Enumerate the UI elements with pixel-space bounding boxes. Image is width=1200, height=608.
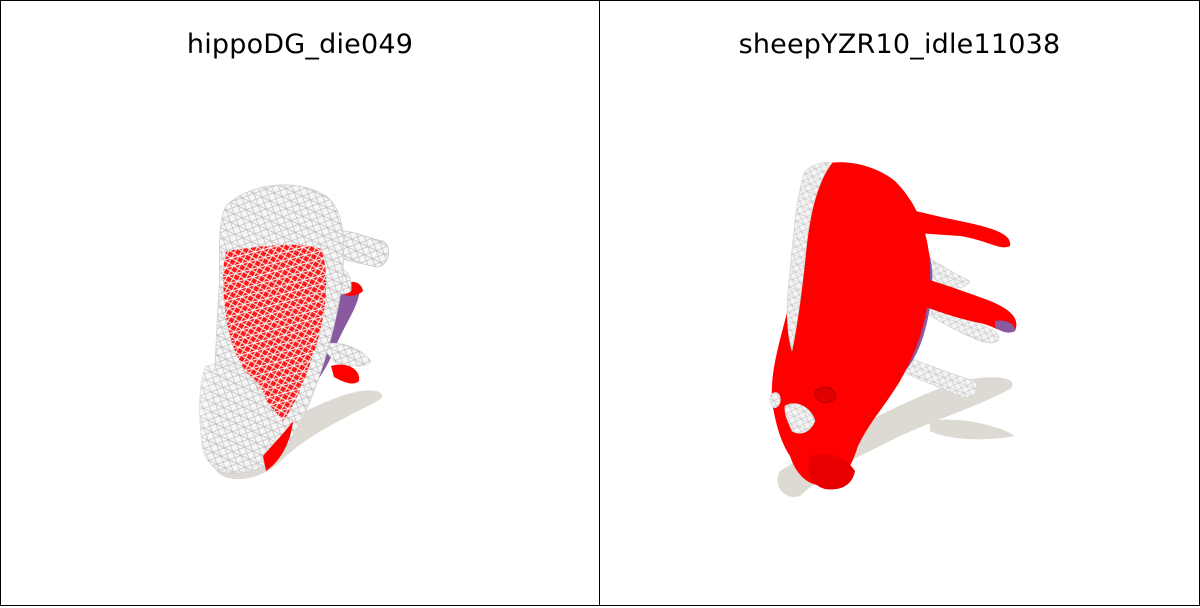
hippo-mesh-render <box>199 184 390 480</box>
render-viewport-left: hippoDG_die049 <box>0 0 600 606</box>
red-interior <box>223 244 327 421</box>
ear-hole <box>814 386 836 404</box>
red-edge <box>263 421 293 471</box>
viewport-title: sheepYZR10_idle11038 <box>738 29 1061 60</box>
viewport-title: hippoDG_die049 <box>186 29 414 60</box>
wire-head <box>199 364 271 473</box>
red-muzzle <box>808 454 855 490</box>
ground-shadow <box>930 419 1015 440</box>
wire-snout <box>335 230 390 268</box>
wire-patch <box>769 392 781 409</box>
wire-back <box>786 161 833 352</box>
purple-hoof <box>995 320 1015 333</box>
wire-leg <box>320 342 372 367</box>
render-viewport-right: sheepYZR10_idle11038 <box>599 0 1200 606</box>
red-body <box>771 162 930 487</box>
wire-leg <box>889 350 978 398</box>
red-leg <box>331 364 360 384</box>
sheep-mesh-render <box>769 161 1017 497</box>
wire-patch <box>784 403 816 434</box>
